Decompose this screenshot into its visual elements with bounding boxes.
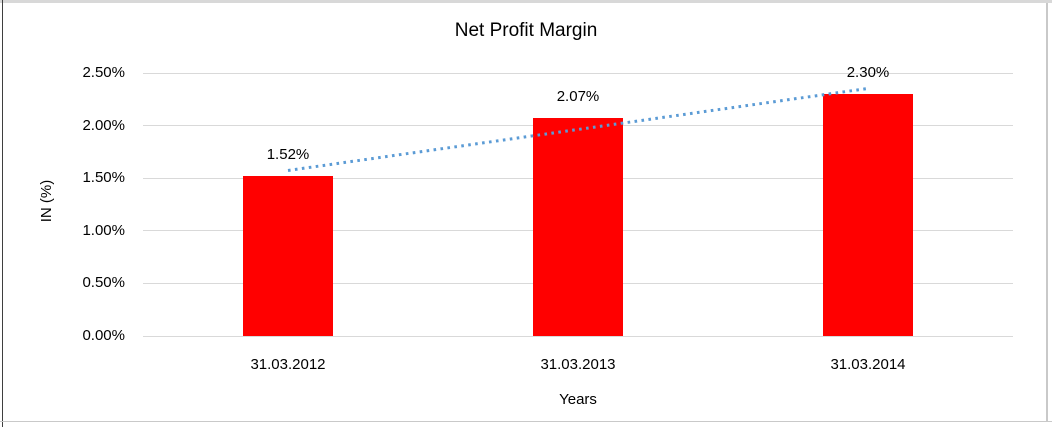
x-axis-title: Years [559,391,597,408]
x-tick-label: 31.03.2012 [250,356,326,373]
bar-data-label: 2.07% [556,88,600,106]
y-tick-label: 0.50% [82,274,125,292]
bar [823,94,913,336]
y-tick-label: 0.00% [82,327,125,344]
bar-data-label: 1.52% [266,146,310,164]
bar [533,118,623,336]
bar-data-label: 2.30% [846,64,890,82]
y-tick-label: 2.00% [82,116,125,134]
frame-border-bottom [0,421,1052,422]
gridline [143,335,1013,337]
gridline [143,72,1013,74]
plot-area [143,72,1013,337]
y-tick-label: 2.50% [82,64,125,81]
chart-title: Net Profit Margin [454,20,598,41]
frame-border-top [0,0,1052,3]
x-tick-label: 31.03.2013 [540,356,616,373]
bar [243,176,333,336]
y-tick-label: 1.00% [82,221,125,239]
frame-border-left [2,0,3,427]
frame-border-right [1046,3,1048,422]
y-tick-label: 1.50% [82,169,125,187]
y-axis-title: IN (%) [38,179,55,223]
x-tick-label: 31.03.2014 [830,356,906,373]
